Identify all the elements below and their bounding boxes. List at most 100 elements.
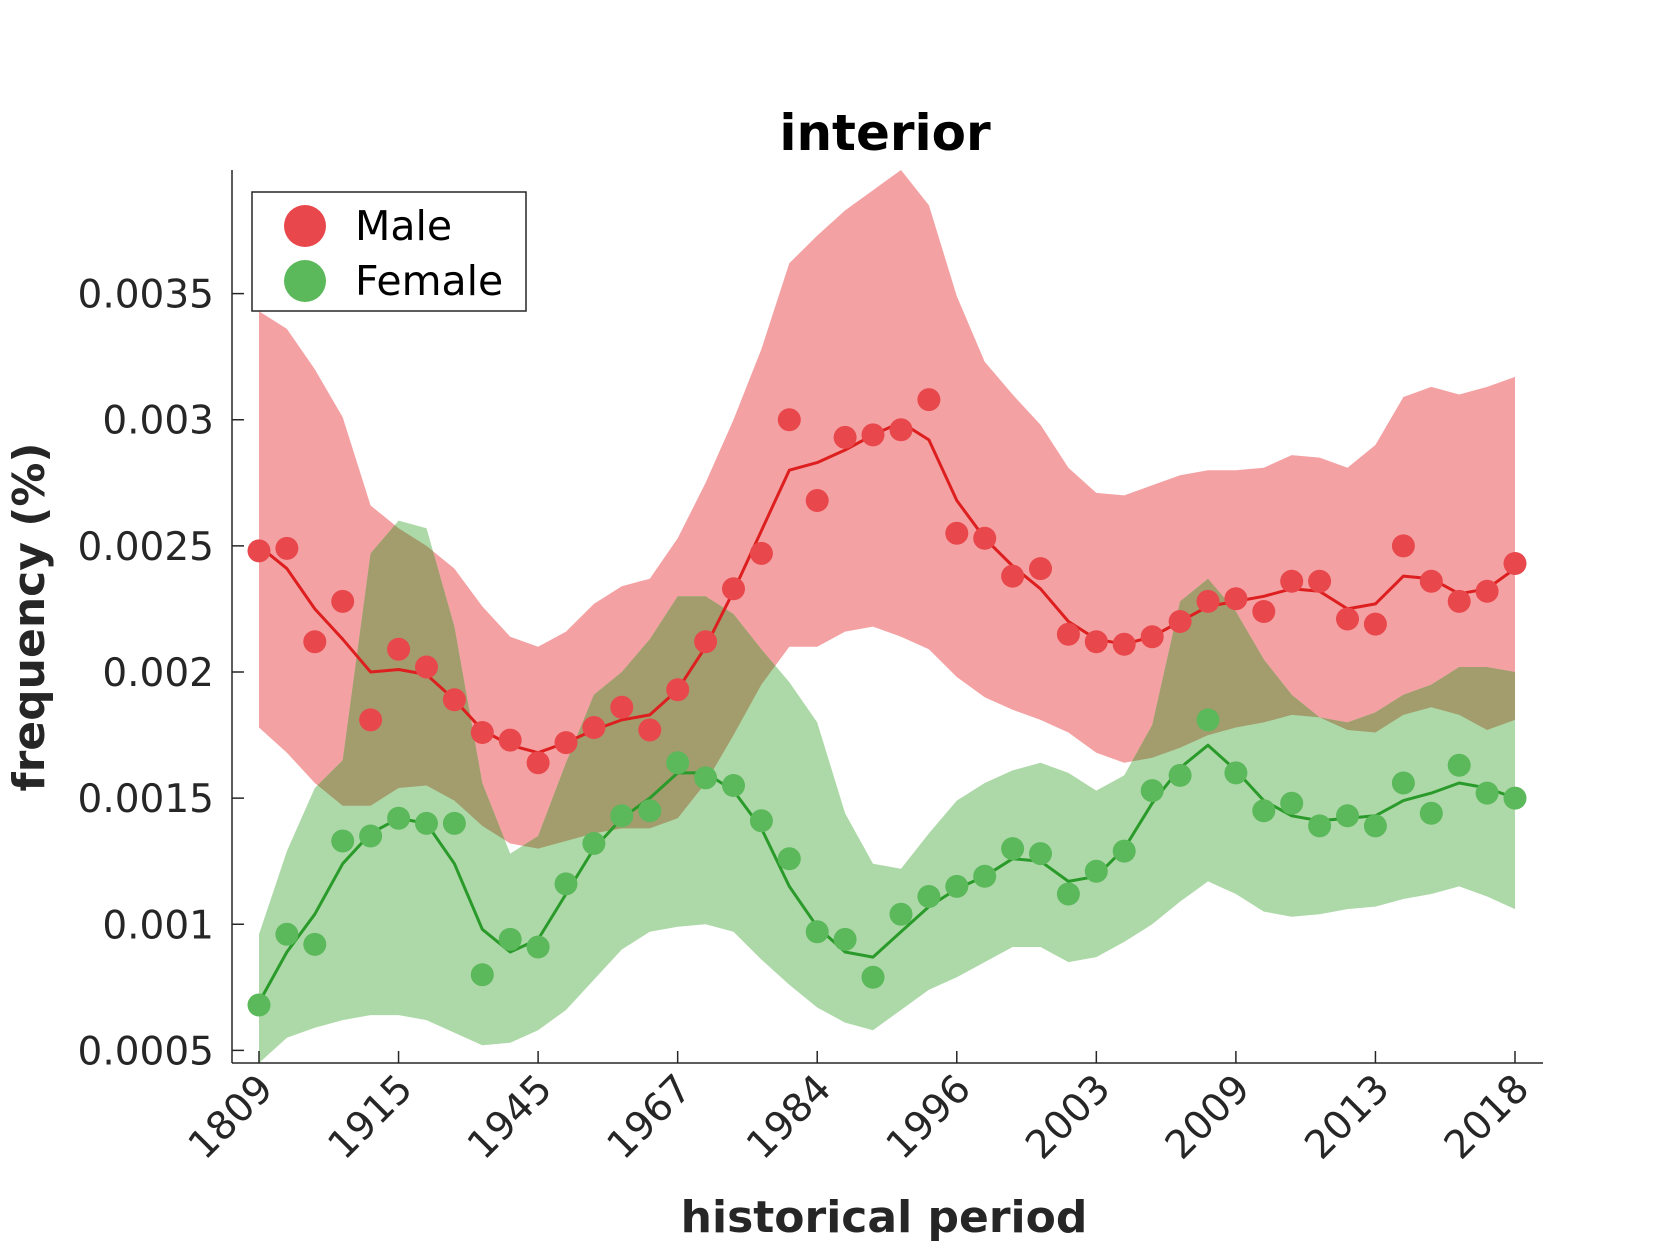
male-data-point (694, 630, 718, 654)
female-data-point (554, 872, 578, 896)
male-data-point (1224, 587, 1248, 611)
male-data-point (889, 418, 913, 442)
y-tick-label: 0.0015 (78, 777, 214, 822)
male-data-point (1168, 610, 1192, 633)
x-tick-label: 2013 (1297, 1066, 1399, 1168)
female-data-point (387, 806, 411, 830)
x-tick-label: 1967 (599, 1066, 701, 1168)
male-data-point (1419, 569, 1443, 593)
x-tick-label: 1915 (320, 1066, 422, 1168)
x-tick-label: 2009 (1157, 1066, 1259, 1168)
male-data-point (945, 521, 969, 545)
male-data-point (331, 589, 355, 613)
female-data-point (722, 774, 745, 797)
y-tick-label: 0.0005 (78, 1029, 214, 1074)
male-data-point (387, 637, 411, 661)
female-data-point (777, 847, 801, 871)
male-data-point (1308, 569, 1332, 593)
female-data-point (582, 832, 606, 855)
female-data-point (526, 935, 550, 959)
male-data-point (638, 718, 662, 742)
female-data-point (1363, 814, 1387, 838)
female-data-point (749, 809, 773, 833)
female-data-point (1084, 859, 1108, 883)
female-data-point (1056, 882, 1080, 906)
female-data-point (973, 864, 997, 888)
female-data-point (1336, 804, 1359, 828)
x-tick-label: 1984 (738, 1066, 840, 1168)
female-data-point (833, 927, 857, 951)
male-data-point (526, 751, 550, 775)
female-data-point (638, 799, 662, 823)
chart-title: interior (779, 104, 991, 162)
male-data-point (359, 708, 383, 732)
male-data-point (1196, 589, 1220, 613)
female-data-point (303, 932, 327, 956)
male-data-point (1140, 625, 1164, 649)
female-data-point (1001, 837, 1025, 861)
female-data-point (415, 811, 438, 835)
legend-marker-female (284, 260, 326, 302)
male-data-point (1252, 600, 1276, 623)
male-data-point (582, 716, 606, 739)
female-data-point (498, 927, 522, 951)
female-data-point (1419, 801, 1443, 825)
series-lines (257, 420, 1516, 1004)
y-tick-label: 0.001 (102, 903, 214, 948)
y-tick-label: 0.0035 (78, 273, 214, 318)
x-tick-label: 2018 (1436, 1066, 1538, 1168)
female-data-point (1252, 799, 1276, 823)
male-data-point (275, 536, 299, 560)
legend-marker-male (284, 205, 326, 247)
x-axis-title: historical period (681, 1192, 1088, 1243)
male-data-point (1112, 632, 1136, 656)
male-data-point (917, 388, 941, 412)
female-data-point (666, 751, 690, 775)
female-data-point (1280, 791, 1304, 815)
female-data-point (1224, 761, 1248, 785)
male-data-point (247, 539, 271, 563)
female-data-point (610, 804, 634, 828)
male-data-point (805, 489, 829, 512)
male-data-point (303, 630, 327, 654)
female-series-line (257, 743, 1516, 1004)
male-data-point (498, 728, 522, 752)
male-data-point (610, 695, 634, 719)
female-data-point (1503, 786, 1527, 810)
male-data-point (554, 731, 578, 755)
band-overlap (259, 520, 1515, 849)
x-tick-label: 2003 (1017, 1066, 1119, 1168)
female-data-point (247, 993, 271, 1017)
female-data-point (1447, 753, 1471, 777)
female-data-point (275, 922, 299, 946)
female-data-point (1475, 781, 1499, 805)
female-data-point (805, 920, 829, 944)
confidence-bands (259, 170, 1515, 1063)
female-data-point (442, 811, 466, 835)
male-data-point (470, 721, 494, 744)
male-data-point (1056, 622, 1080, 646)
male-data-point (1029, 557, 1052, 581)
male-data-point (777, 408, 801, 432)
male-series-line (258, 420, 1516, 755)
female-data-point (889, 902, 913, 926)
y-axis-title: frequency (%) (4, 442, 55, 791)
male-data-point (1363, 612, 1387, 636)
male-data-point (666, 678, 690, 702)
male-data-point (415, 655, 438, 679)
female-data-point (1391, 771, 1415, 795)
male-data-point (1001, 564, 1025, 588)
x-tick-label: 1809 (180, 1066, 282, 1168)
male-data-point (1391, 534, 1415, 558)
series-points (247, 388, 1527, 1017)
x-tick-label: 1996 (878, 1066, 980, 1168)
y-tick-label: 0.003 (102, 399, 214, 444)
female-data-point (1168, 763, 1192, 787)
male-data-point (1447, 589, 1471, 613)
male-data-point (1475, 579, 1499, 603)
male-data-point (722, 577, 745, 601)
legend-label-male: Male (355, 202, 452, 250)
male-data-point (749, 541, 773, 565)
female-data-point (331, 829, 355, 853)
